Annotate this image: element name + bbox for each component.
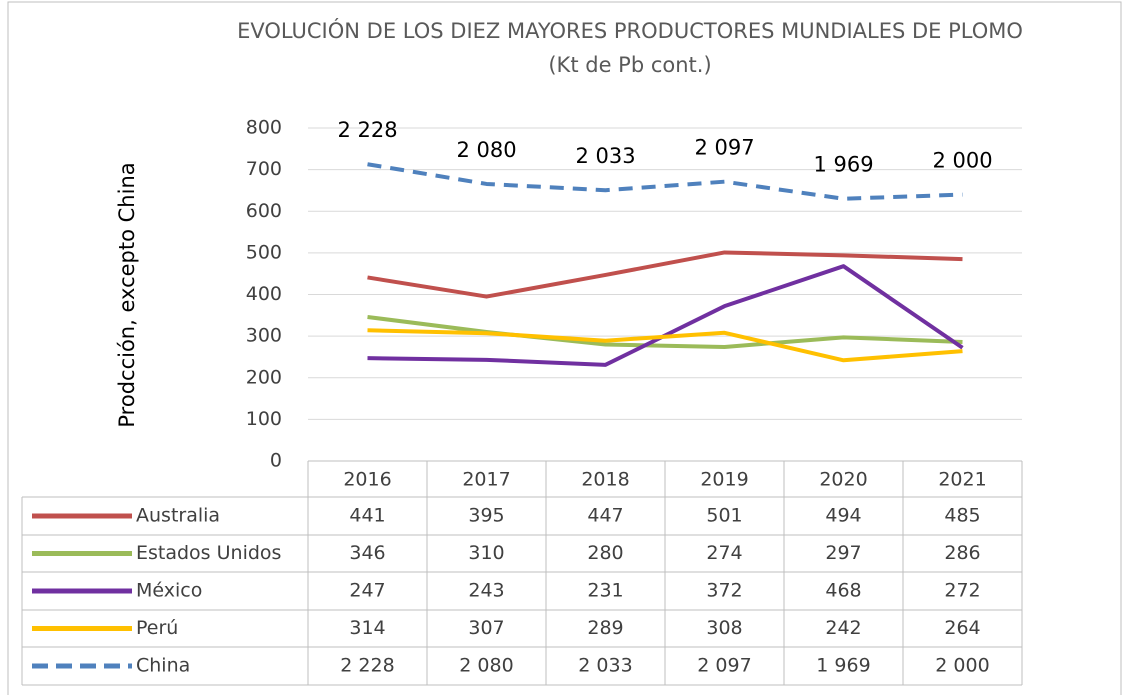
x-tick-label: 2017: [462, 469, 510, 491]
table-cell: 447: [587, 505, 623, 527]
table-cell: 441: [349, 505, 385, 527]
table-cell: 346: [349, 542, 385, 564]
table-cell: 2 000: [935, 655, 989, 677]
series-line: [367, 264, 964, 367]
table-cell: 372: [706, 580, 742, 602]
y-tick-label: 100: [246, 408, 282, 430]
table-cell: 494: [825, 505, 861, 527]
table-cell: 310: [468, 542, 504, 564]
table-cell: 243: [468, 580, 504, 602]
table-cell: 2 097: [697, 655, 751, 677]
y-tick-label: 300: [246, 325, 282, 347]
table-cell: 468: [825, 580, 861, 602]
x-tick-label: 2018: [581, 469, 629, 491]
table-cell: 2 033: [578, 655, 632, 677]
x-tick-label: 2016: [343, 469, 391, 491]
table-cell: 280: [587, 542, 623, 564]
table-cell: 247: [349, 580, 385, 602]
table-cell: 314: [349, 617, 385, 639]
legend-label: China: [136, 655, 190, 677]
x-tick-label: 2019: [700, 469, 748, 491]
y-tick-label: 200: [246, 366, 282, 388]
chart-frame: [7, 1, 1122, 695]
data-label: 2 000: [932, 149, 992, 173]
legend-label: Australia: [136, 505, 220, 527]
table-cell: 274: [706, 542, 742, 564]
legend-label: Perú: [136, 617, 178, 639]
table-cell: 2 228: [340, 655, 394, 677]
data-label: 2 033: [575, 144, 635, 168]
table-cell: 272: [944, 580, 980, 602]
y-tick-label: 400: [246, 283, 282, 305]
table-cell: 231: [587, 580, 623, 602]
table-cell: 395: [468, 505, 504, 527]
y-axis-label: Prodcción, excepto China: [115, 162, 139, 427]
table-cell: 242: [825, 617, 861, 639]
y-tick-label: 0: [270, 450, 282, 472]
table-cell: 308: [706, 617, 742, 639]
y-tick-label: 600: [246, 200, 282, 222]
table-cell: 297: [825, 542, 861, 564]
data-label: 2 228: [337, 118, 397, 142]
table-cell: 1 969: [816, 655, 870, 677]
table-cell: 485: [944, 505, 980, 527]
chart-title: EVOLUCIÓN DE LOS DIEZ MAYORES PRODUCTORE…: [237, 19, 1023, 77]
y-tick-label: 800: [246, 117, 282, 139]
data-label: 1 969: [813, 153, 873, 177]
table-cell: 286: [944, 542, 980, 564]
table-cell: 264: [944, 617, 980, 639]
data-label: 2 080: [456, 138, 516, 162]
x-tick-label: 2021: [938, 469, 986, 491]
y-tick-label: 700: [246, 158, 282, 180]
data-label: 2 097: [694, 136, 754, 160]
legend-label: México: [136, 580, 202, 602]
y-tick-label: 500: [246, 241, 282, 263]
x-tick-label: 2020: [819, 469, 867, 491]
series-line: [367, 328, 963, 363]
table-cell: 2 080: [459, 655, 513, 677]
series-line: [367, 250, 963, 299]
series-line: [367, 162, 963, 201]
series-line: [367, 314, 963, 349]
legend-label: Estados Unidos: [136, 542, 281, 564]
table-cell: 307: [468, 617, 504, 639]
table-cell: 289: [587, 617, 623, 639]
table-cell: 501: [706, 505, 742, 527]
